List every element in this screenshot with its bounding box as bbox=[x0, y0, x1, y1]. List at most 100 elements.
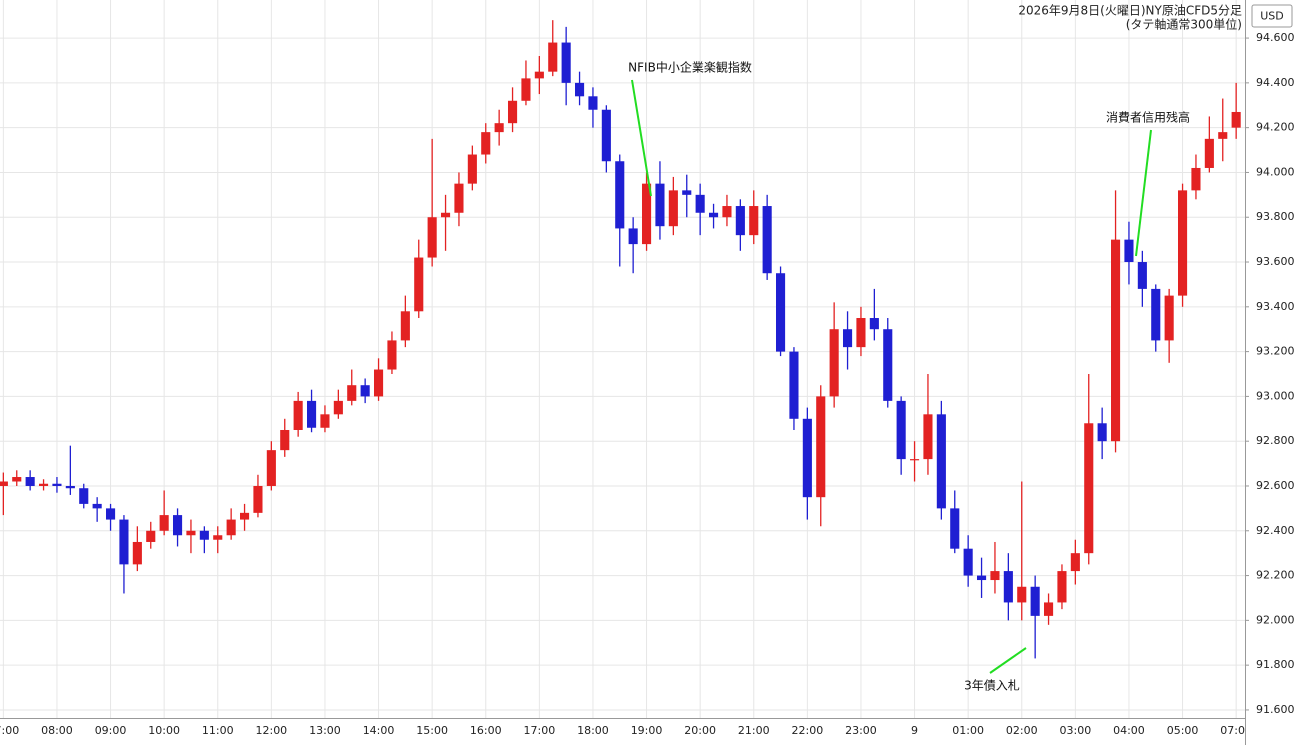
candle-body bbox=[601, 109, 611, 162]
candle-body bbox=[293, 400, 303, 430]
y-tick-label: 94.600 bbox=[1256, 31, 1295, 44]
candle-body bbox=[1231, 111, 1241, 128]
annotation-pointer bbox=[631, 79, 652, 197]
candle-body bbox=[347, 385, 357, 401]
candle-body bbox=[253, 485, 263, 513]
x-tick-label: 02:00 bbox=[1006, 724, 1038, 737]
x-tick-label: 03:00 bbox=[1060, 724, 1092, 737]
candle-body bbox=[909, 459, 920, 461]
candle-body bbox=[655, 183, 665, 227]
x-tick-label: 23:00 bbox=[845, 724, 877, 737]
candle-body bbox=[119, 519, 129, 565]
candle-body bbox=[280, 429, 290, 451]
unit-box bbox=[1251, 4, 1293, 28]
candle-body bbox=[789, 351, 799, 419]
y-tick-label: 92.800 bbox=[1256, 434, 1295, 447]
candle-body bbox=[333, 400, 343, 415]
candle-body bbox=[52, 483, 62, 486]
candle-body bbox=[775, 273, 786, 352]
candle-body bbox=[1204, 138, 1214, 168]
candle-body bbox=[213, 535, 223, 540]
candle-body bbox=[990, 571, 1000, 581]
candle-body bbox=[883, 329, 893, 401]
x-tick-label: 22:00 bbox=[792, 724, 824, 737]
candle-body bbox=[1030, 586, 1040, 616]
x-tick-label: 14:00 bbox=[363, 724, 395, 737]
candle-body bbox=[146, 530, 156, 542]
candle-body bbox=[668, 190, 678, 227]
x-tick-label: 07:00 bbox=[1220, 724, 1252, 737]
candle-body bbox=[373, 369, 384, 397]
candle-body bbox=[1218, 132, 1228, 139]
annotation: 消費者信用残高 bbox=[1106, 110, 1190, 125]
annotation-pointer bbox=[1135, 129, 1152, 257]
candle-body bbox=[950, 508, 960, 549]
candle-body bbox=[749, 206, 759, 236]
candle-body bbox=[628, 228, 638, 245]
candle-body bbox=[802, 418, 812, 498]
grid bbox=[0, 0, 1245, 718]
x-tick-label: 04:00 bbox=[1113, 724, 1145, 737]
candle-body bbox=[574, 82, 585, 97]
candle-body bbox=[1164, 295, 1174, 341]
candle-body bbox=[507, 100, 518, 124]
y-tick-label: 93.400 bbox=[1256, 300, 1295, 313]
candle-body bbox=[762, 206, 772, 274]
candles bbox=[0, 20, 1241, 659]
x-tick-label: 09:00 bbox=[95, 724, 127, 737]
candle-body bbox=[0, 481, 8, 486]
candle-body bbox=[1110, 239, 1121, 442]
annotation-pointer bbox=[989, 647, 1027, 674]
candle-body bbox=[1097, 423, 1107, 442]
candle-body bbox=[615, 161, 625, 229]
x-tick-label: 05:00 bbox=[1167, 724, 1199, 737]
y-tick-label: 92.600 bbox=[1256, 479, 1295, 492]
candle-body bbox=[1191, 167, 1201, 191]
y-tick-label: 92.200 bbox=[1256, 569, 1295, 582]
candle-body bbox=[239, 512, 250, 520]
candle-body bbox=[481, 132, 491, 155]
y-tick-label: 92.400 bbox=[1256, 524, 1295, 537]
x-tick-label: 10:00 bbox=[148, 724, 180, 737]
x-tick-label: 12:00 bbox=[255, 724, 287, 737]
candle-body bbox=[923, 414, 933, 460]
y-tick-label: 94.000 bbox=[1256, 165, 1295, 178]
candle-body bbox=[1177, 190, 1188, 296]
candle-body bbox=[199, 530, 209, 540]
x-tick-label: 9 bbox=[911, 724, 918, 737]
candle-body bbox=[79, 488, 89, 504]
candle-body bbox=[1057, 571, 1067, 603]
x-tick-label: 21:00 bbox=[738, 724, 770, 737]
annotation: 3年債入札 bbox=[964, 678, 1020, 693]
candle-body bbox=[869, 318, 879, 330]
candle-body bbox=[494, 123, 504, 133]
candle-body bbox=[1124, 239, 1134, 263]
y-tick-label: 91.800 bbox=[1256, 658, 1295, 671]
candle-body bbox=[695, 194, 705, 213]
candle-body bbox=[534, 71, 544, 79]
candle-body bbox=[159, 515, 169, 531]
x-tick-label: 11:00 bbox=[202, 724, 234, 737]
candle-body bbox=[467, 154, 477, 184]
candle-body bbox=[25, 477, 35, 486]
candle-body bbox=[414, 257, 424, 312]
candle-body bbox=[38, 483, 49, 486]
candle-body bbox=[172, 515, 183, 536]
x-tick-label: 08:00 bbox=[41, 724, 73, 737]
candle-body bbox=[896, 400, 906, 460]
candle-body bbox=[641, 183, 652, 245]
candle-body bbox=[92, 503, 102, 509]
candle-body bbox=[708, 212, 719, 218]
annotation: NFIB中小企業楽観指数 bbox=[628, 60, 752, 75]
candle-body bbox=[735, 206, 745, 236]
chart-title: 2026年9月8日(火曜日)NY原油CFD5分足 bbox=[1018, 4, 1242, 18]
y-tick-label: 93.800 bbox=[1256, 210, 1295, 223]
candle-body bbox=[1003, 571, 1013, 603]
chart-subtitle: (タテ軸通常300単位) bbox=[1126, 17, 1242, 32]
y-tick-label: 94.400 bbox=[1256, 76, 1295, 89]
x-tick-label: 18:00 bbox=[577, 724, 609, 737]
candle-body bbox=[936, 414, 946, 509]
candle-body bbox=[1070, 553, 1080, 572]
candle-body bbox=[1137, 262, 1147, 289]
